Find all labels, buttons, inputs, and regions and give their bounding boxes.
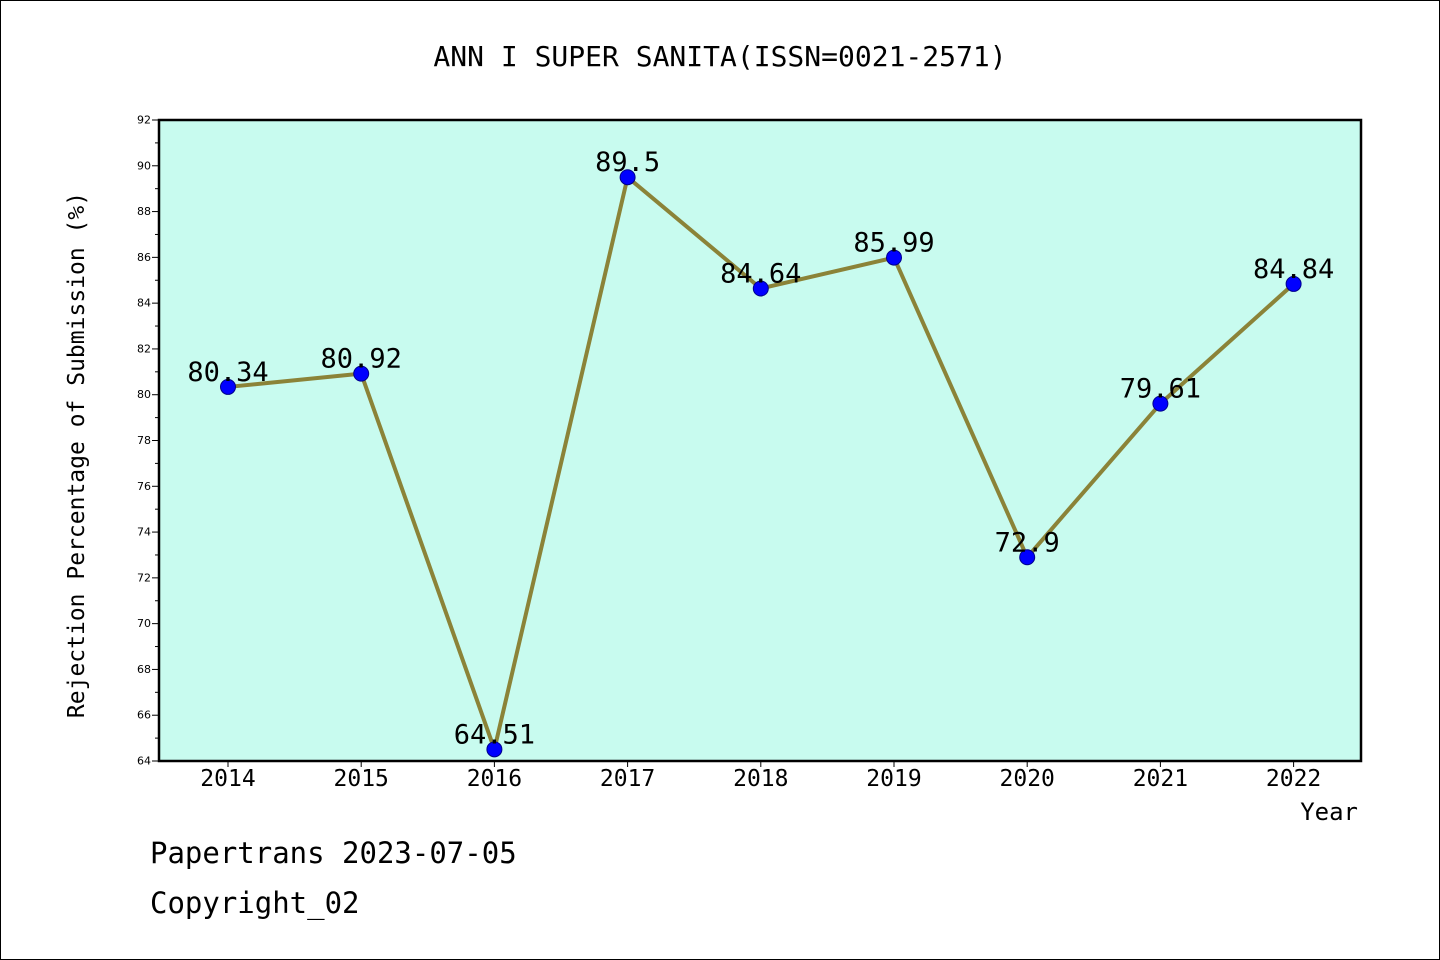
- data-label: 84.64: [720, 258, 801, 289]
- data-label: 79.61: [1120, 374, 1201, 405]
- x-axis-label: Year: [1300, 798, 1358, 826]
- x-axis: 2014 2015 2016 2017 2018 2019 2020 2021 2022: [200, 761, 1321, 792]
- y-tick-label: 92: [137, 114, 151, 127]
- x-tick-label: 2019: [866, 766, 921, 792]
- data-point: [486, 741, 503, 758]
- footer-date: Papertrans 2023-07-05: [150, 836, 517, 870]
- y-axis-label: Rejection Percentage of Submission (%): [64, 192, 90, 718]
- x-tick-label: 2016: [467, 766, 522, 792]
- x-tick-label: 2021: [1133, 766, 1188, 792]
- x-tick-label: 2018: [733, 766, 788, 792]
- data-point: [886, 249, 902, 266]
- data-point: [752, 280, 769, 297]
- y-tick-label: 86: [137, 251, 151, 264]
- data-point: [1285, 275, 1302, 292]
- data-labels: 80.34 80.92 64.51 89.5 84.64 85.99 72.9 79.61 84…: [187, 147, 1334, 750]
- data-point: [353, 365, 370, 382]
- series-markers: [220, 169, 1302, 758]
- y-tick-label: 82: [137, 342, 151, 355]
- y-tick-label: 64: [137, 755, 151, 768]
- x-tick-label: 2020: [1000, 766, 1055, 792]
- data-label: 72.9: [995, 527, 1060, 558]
- y-tick-label: 74: [137, 526, 151, 539]
- data-point: [220, 378, 236, 395]
- y-tick-label: 72: [137, 571, 151, 584]
- y-tick-label: 68: [137, 663, 151, 676]
- data-point: [1019, 549, 1036, 566]
- y-axis: 64 66 68 70 72 74 76 78 80 82 84 86 88 90 92: [137, 114, 159, 768]
- plot-border: [157, 118, 1363, 763]
- chart-title: ANN I SUPER SANITA(ISSN=0021-2571): [433, 40, 1006, 73]
- data-label: 64.51: [454, 719, 535, 750]
- y-tick-label: 66: [137, 709, 151, 722]
- x-tick-label: 2017: [600, 766, 655, 792]
- data-label: 80.34: [187, 357, 268, 388]
- footer-copyright: Copyright_02: [150, 886, 360, 920]
- y-tick-label: 84: [137, 297, 151, 310]
- plot-area: [159, 120, 1361, 761]
- data-label: 89.5: [595, 147, 660, 178]
- y-tick-label: 88: [137, 205, 151, 218]
- y-tick-label: 90: [137, 159, 151, 172]
- y-tick-label: 80: [137, 388, 151, 401]
- y-tick-label: 70: [137, 617, 151, 630]
- x-tick-label: 2015: [334, 766, 389, 792]
- data-label: 84.84: [1253, 254, 1334, 285]
- data-point: [1152, 395, 1169, 412]
- y-tick-label: 76: [137, 480, 151, 493]
- data-point: [619, 169, 636, 186]
- y-tick-label: 78: [137, 434, 151, 447]
- x-tick-label: 2014: [200, 766, 255, 792]
- x-tick-label: 2022: [1266, 766, 1321, 792]
- data-label: 85.99: [853, 228, 934, 259]
- data-label: 80.92: [321, 344, 402, 375]
